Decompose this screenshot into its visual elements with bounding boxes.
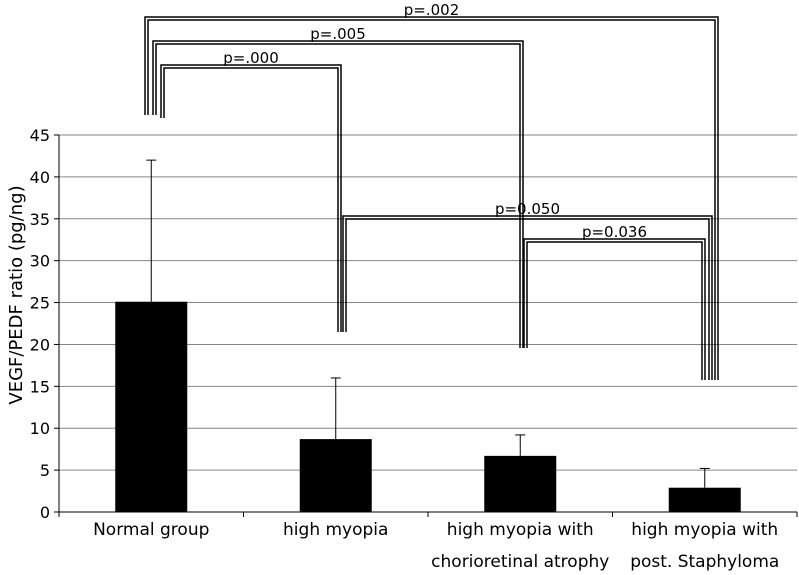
y-axis-label: VEGF/PEDF ratio (pg/ng) [6,185,27,404]
x-category-labels: Normal group high myopia high myopia with c… [93,520,779,572]
y-tick-label: 30 [30,252,50,271]
bars [115,301,741,512]
x-category-label-line: high myopia with [631,520,778,540]
x-category-label-line: post. Staphyloma [630,552,779,572]
y-tick-label: 35 [30,210,50,229]
y-tick-label: 5 [40,461,50,480]
p-value-label: p=.002 [404,1,460,19]
significance-bracket [160,64,342,332]
significance-bracket [144,16,719,380]
y-tick-label: 25 [30,294,50,313]
error-bars [146,159,710,488]
x-category-label-line: chorioretinal atrophy [431,552,609,572]
x-category-label-line: high myopia with [447,520,594,540]
y-tick-label: 40 [30,168,50,187]
significance-brackets: p=.002 p=.005 p=.000 p=0.050 p=0.036 [144,1,719,380]
x-category-label: high myopia with post. Staphyloma [630,520,779,572]
x-category-label: high myopia with chorioretinal atrophy [431,520,609,572]
significance-bracket [523,238,706,380]
y-tick-label: 10 [30,419,50,438]
y-tick-label: 15 [30,377,50,396]
bar [484,455,557,512]
p-value-label: p=0.036 [582,223,647,241]
significance-bracket [342,215,713,380]
y-tick-label: 20 [30,335,50,354]
y-tick-label: 45 [30,126,50,145]
axes [54,134,798,517]
bar [115,301,188,512]
p-value-label: p=0.050 [495,200,560,218]
p-value-label: p=.000 [223,49,279,67]
x-category-label-line: high myopia [283,520,388,540]
significance-bracket [152,40,524,348]
bar [668,487,741,512]
p-value-label: p=.005 [310,25,366,43]
x-category-label-line: Normal group [93,520,209,540]
x-category-label: Normal group [93,520,209,540]
y-tick-label: 0 [40,503,50,522]
y-tick-labels: 0 5 10 15 20 25 30 35 40 45 [30,126,50,522]
bar [299,439,372,512]
x-category-label: high myopia [283,520,388,540]
